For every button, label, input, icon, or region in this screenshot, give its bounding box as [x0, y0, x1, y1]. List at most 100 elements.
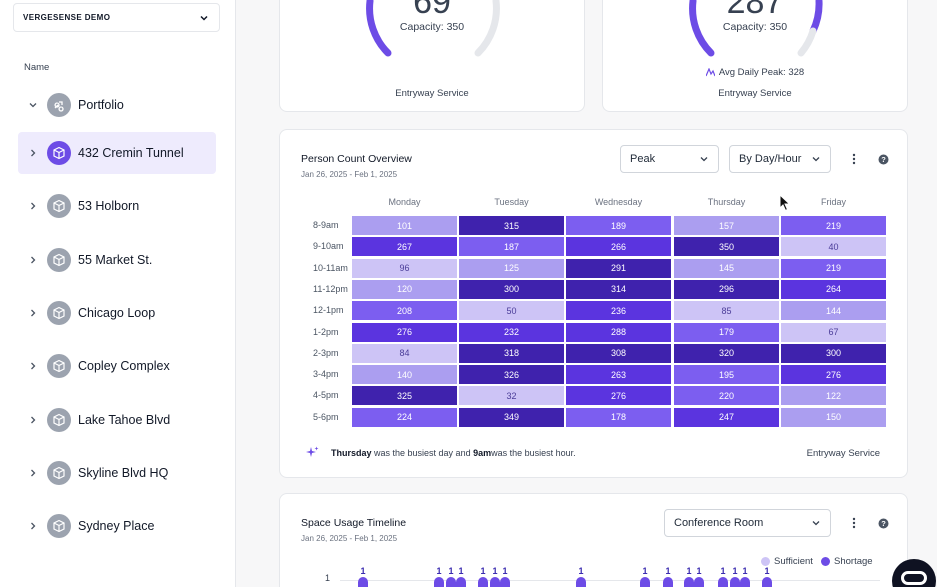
- heatmap-cell[interactable]: 236: [566, 301, 671, 321]
- shortage-bar[interactable]: [358, 577, 368, 587]
- help-icon[interactable]: ?: [876, 516, 890, 530]
- heatmap-cell[interactable]: 84: [352, 343, 457, 363]
- heatmap-cell[interactable]: 189: [566, 216, 671, 235]
- heatmap-cell[interactable]: 208: [352, 301, 457, 321]
- chevron-right-icon[interactable]: [25, 358, 41, 374]
- heatmap-cell[interactable]: 276: [781, 365, 886, 385]
- tree-item-building[interactable]: Copley Complex: [18, 345, 216, 387]
- org-selector[interactable]: VERGESENSE DEMO: [13, 3, 220, 32]
- shortage-bar[interactable]: [446, 577, 456, 587]
- shortage-bar[interactable]: [762, 577, 772, 587]
- heatmap-cell[interactable]: 263: [566, 365, 671, 385]
- chat-launcher-button[interactable]: [892, 559, 936, 587]
- chevron-right-icon[interactable]: [25, 412, 41, 428]
- shortage-bar[interactable]: [718, 577, 728, 587]
- building-cube-icon: [47, 247, 71, 272]
- heatmap-cell[interactable]: 350: [674, 237, 779, 257]
- metric-select[interactable]: Peak: [620, 145, 719, 173]
- heatmap-cell[interactable]: 314: [566, 279, 671, 299]
- busiest-hour: 9am: [473, 447, 492, 458]
- tree-item-building[interactable]: 432 Cremin Tunnel: [18, 132, 216, 174]
- shortage-bar[interactable]: [456, 577, 466, 587]
- grouping-select[interactable]: By Day/Hour: [729, 145, 831, 173]
- building-cube-icon: [47, 300, 71, 325]
- heatmap-cell[interactable]: 320: [674, 343, 779, 363]
- heatmap-cell[interactable]: 318: [459, 343, 564, 363]
- heatmap-cell[interactable]: 224: [352, 407, 457, 427]
- heatmap-cell[interactable]: 296: [674, 279, 779, 299]
- chevron-down-icon[interactable]: [25, 97, 41, 113]
- tree-item-building[interactable]: Lake Tahoe Blvd: [18, 399, 216, 441]
- heatmap-cell[interactable]: 276: [352, 322, 457, 342]
- heatmap-cell[interactable]: 179: [674, 322, 779, 342]
- heatmap-cell[interactable]: 325: [352, 386, 457, 406]
- heatmap-cell[interactable]: 291: [566, 258, 671, 278]
- shortage-bar[interactable]: [684, 577, 694, 587]
- heatmap-cell[interactable]: 101: [352, 216, 457, 235]
- shortage-bar[interactable]: [478, 577, 488, 587]
- heatmap-cell[interactable]: 145: [674, 258, 779, 278]
- building-cube-icon: [47, 460, 71, 485]
- heatmap-cell[interactable]: 288: [566, 322, 671, 342]
- shortage-bar[interactable]: [740, 577, 750, 587]
- tree-item-portfolio[interactable]: Portfolio: [18, 84, 216, 126]
- heatmap-cell[interactable]: 40: [781, 237, 886, 257]
- chevron-right-icon[interactable]: [25, 305, 41, 321]
- tree-item-building[interactable]: Sydney Place: [18, 505, 216, 547]
- tree-item-building[interactable]: Chicago Loop: [18, 292, 216, 334]
- heatmap-cell[interactable]: 247: [674, 407, 779, 427]
- chevron-right-icon[interactable]: [25, 465, 41, 481]
- heatmap-cell[interactable]: 50: [459, 301, 564, 321]
- heatmap-cell[interactable]: 144: [781, 301, 886, 321]
- shortage-bar[interactable]: [663, 577, 673, 587]
- heatmap-cell[interactable]: 67: [781, 322, 886, 342]
- chevron-right-icon[interactable]: [25, 518, 41, 534]
- heatmap-cell[interactable]: 125: [459, 258, 564, 278]
- heatmap-cell[interactable]: 140: [352, 365, 457, 385]
- heatmap-cell[interactable]: 187: [459, 237, 564, 257]
- heatmap-cell[interactable]: 267: [352, 237, 457, 257]
- shortage-bar[interactable]: [730, 577, 740, 587]
- bar-value-label: 1: [436, 566, 442, 576]
- help-icon[interactable]: ?: [876, 152, 890, 166]
- chevron-right-icon[interactable]: [25, 145, 41, 161]
- heatmap-cell[interactable]: 122: [781, 386, 886, 406]
- heatmap-cell[interactable]: 232: [459, 322, 564, 342]
- heatmap-cell[interactable]: 157: [674, 216, 779, 235]
- tree-item-building[interactable]: 55 Market St.: [18, 239, 216, 281]
- heatmap-cell[interactable]: 150: [781, 407, 886, 427]
- heatmap-cell[interactable]: 85: [674, 301, 779, 321]
- tree-item-building[interactable]: 53 Holborn: [18, 185, 216, 227]
- more-options-icon[interactable]: [847, 152, 861, 166]
- heatmap-cell[interactable]: 266: [566, 237, 671, 257]
- shortage-bar[interactable]: [640, 577, 650, 587]
- shortage-bar[interactable]: [694, 577, 704, 587]
- heatmap-cell[interactable]: 195: [674, 365, 779, 385]
- shortage-bar[interactable]: [434, 577, 444, 587]
- heatmap-cell[interactable]: 308: [566, 343, 671, 363]
- heatmap-cell[interactable]: 315: [459, 216, 564, 235]
- heatmap-cell[interactable]: 349: [459, 407, 564, 427]
- heatmap-cell[interactable]: 32: [459, 386, 564, 406]
- tree-item-label: Portfolio: [78, 98, 124, 112]
- shortage-bar[interactable]: [576, 577, 586, 587]
- more-options-icon[interactable]: [847, 516, 861, 530]
- heatmap-cell[interactable]: 219: [781, 216, 886, 235]
- space-type-select[interactable]: Conference Room: [664, 509, 831, 537]
- heatmap-cell[interactable]: 96: [352, 258, 457, 278]
- chevron-right-icon[interactable]: [25, 252, 41, 268]
- heatmap-cell[interactable]: 178: [566, 407, 671, 427]
- tree-item-label: Chicago Loop: [78, 305, 156, 320]
- heatmap-cell[interactable]: 276: [566, 386, 671, 406]
- heatmap-cell[interactable]: 120: [352, 279, 457, 299]
- shortage-bar[interactable]: [500, 577, 510, 587]
- chevron-right-icon[interactable]: [25, 198, 41, 214]
- tree-item-building[interactable]: Skyline Blvd HQ: [18, 452, 216, 494]
- heatmap-cell[interactable]: 300: [459, 279, 564, 299]
- heatmap-cell[interactable]: 326: [459, 365, 564, 385]
- heatmap-cell[interactable]: 219: [781, 258, 886, 278]
- shortage-bar[interactable]: [490, 577, 500, 587]
- heatmap-cell[interactable]: 220: [674, 386, 779, 406]
- heatmap-cell[interactable]: 300: [781, 343, 886, 363]
- heatmap-cell[interactable]: 264: [781, 279, 886, 299]
